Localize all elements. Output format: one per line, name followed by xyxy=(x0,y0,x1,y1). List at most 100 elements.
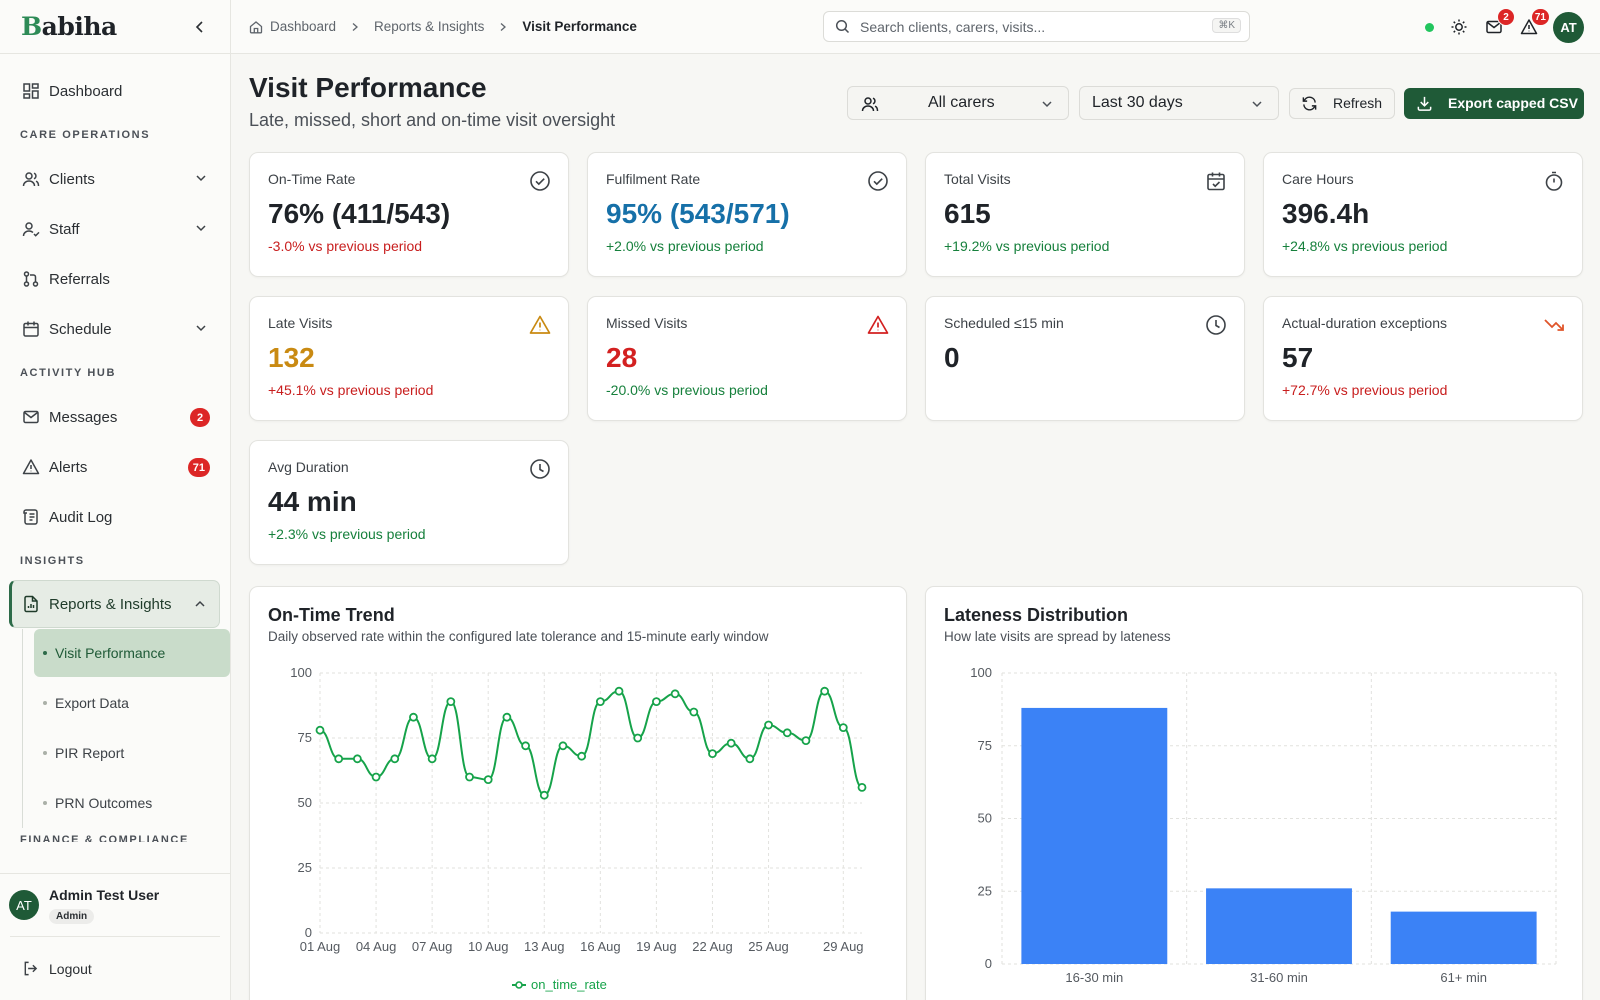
reports-submenu: Visit Performance Export Data PIR Report… xyxy=(22,629,230,828)
page-title: Visit Performance xyxy=(249,72,487,103)
bullet-dot xyxy=(43,801,47,805)
bar xyxy=(1390,911,1537,964)
sidebar-item-reports-insights[interactable]: Reports & Insights xyxy=(9,580,220,628)
chevron-left-icon xyxy=(195,20,203,33)
sidebar-item-alerts[interactable]: Alerts 71 xyxy=(0,442,230,492)
metric-label: On-Time Rate xyxy=(268,171,356,187)
sidebar-item-label: Staff xyxy=(49,220,80,238)
metric-value: 57 xyxy=(1282,342,1314,373)
data-point xyxy=(614,686,624,696)
user-avatar-button[interactable]: AT xyxy=(1553,11,1584,43)
section-finance-compliance: FINANCE & COMPLIANCE xyxy=(20,834,189,842)
inbox-button[interactable]: 2 xyxy=(1483,8,1515,38)
avatar: AT xyxy=(9,890,39,920)
bullet-dot xyxy=(43,701,47,705)
refresh-icon xyxy=(1302,95,1317,111)
sidebar-item-schedule[interactable]: Schedule xyxy=(0,304,230,354)
subnav-label: Export Data xyxy=(55,695,129,711)
metric-value: 615 xyxy=(944,198,991,229)
alerts-button[interactable]: 71 xyxy=(1518,8,1550,38)
mail-icon xyxy=(22,408,40,426)
topbar-actions: 2 71 AT xyxy=(1425,0,1584,54)
logo[interactable]: Babiha xyxy=(21,12,117,41)
subnav-export-data[interactable]: Export Data xyxy=(34,678,230,728)
data-point xyxy=(352,754,362,764)
section-insights: INSIGHTS xyxy=(20,555,85,567)
period-filter-select[interactable]: Last 30 days xyxy=(1079,86,1279,120)
carer-filter-select[interactable]: All carers xyxy=(847,86,1069,120)
subnav-visit-performance[interactable]: Visit Performance xyxy=(34,629,230,677)
metric-delta: -20.0% vs previous period xyxy=(606,382,768,398)
bullet-dot xyxy=(43,651,47,655)
breadcrumb-reports[interactable]: Reports & Insights xyxy=(374,19,485,34)
dashboard-icon xyxy=(22,82,40,100)
x-tick-label: 16 Aug xyxy=(580,939,621,954)
sidebar-item-label: Alerts xyxy=(49,458,88,476)
subnav-prn-outcomes[interactable]: PRN Outcomes xyxy=(34,778,230,828)
refresh-button[interactable]: Refresh xyxy=(1289,87,1395,119)
clock-icon xyxy=(529,458,551,480)
sidebar-item-staff[interactable]: Staff xyxy=(0,204,230,254)
series-line-on-time-rate xyxy=(319,690,863,797)
data-point xyxy=(670,689,680,699)
user-profile[interactable]: AT Admin Test User Admin xyxy=(0,874,230,936)
user-area: AT Admin Test User Admin Logout xyxy=(0,873,230,1000)
chevron-down-icon xyxy=(196,325,206,332)
calendar-icon xyxy=(22,320,40,338)
sun-icon xyxy=(1451,19,1467,35)
x-tick-label: 10 Aug xyxy=(468,939,509,954)
file-chart-icon xyxy=(22,595,40,613)
lateness-distribution-chart: 0 25 50 75 100 16-30 min 31-60 min 61+ min xyxy=(970,665,1557,985)
sidebar-item-audit-log[interactable]: Audit Log xyxy=(0,492,230,542)
breadcrumb-current: Visit Performance xyxy=(522,19,637,34)
trending-down-icon xyxy=(1543,314,1565,336)
theme-toggle-button[interactable] xyxy=(1448,16,1470,38)
logout-button[interactable]: Logout xyxy=(10,936,220,1000)
metric-card-on-time-rate: On-Time Rate 76% (411/543) -3.0% vs prev… xyxy=(249,152,569,277)
chevron-down-icon xyxy=(1250,97,1264,111)
export-csv-button[interactable]: Export capped CSV xyxy=(1404,87,1584,119)
page-subtitle: Late, missed, short and on-time visit ov… xyxy=(249,110,616,130)
data-point xyxy=(390,754,400,764)
x-tick-label: 61+ min xyxy=(1440,970,1487,985)
breadcrumb: Dashboard Reports & Insights Visit Perfo… xyxy=(231,19,637,34)
x-tick-label: 19 Aug xyxy=(636,939,677,954)
metric-card-duration-exceptions: Actual-duration exceptions 57 +72.7% vs … xyxy=(1263,296,1583,421)
metric-value: 95% (543/571) xyxy=(606,198,790,229)
users-icon xyxy=(861,95,879,113)
data-point xyxy=(409,712,418,722)
y-tick-label: 100 xyxy=(970,665,992,680)
sidebar-item-clients[interactable]: Clients xyxy=(0,154,230,204)
legend-label: on_time_rate xyxy=(531,977,607,992)
data-point xyxy=(446,697,456,706)
data-point xyxy=(539,790,549,800)
collapse-sidebar-button[interactable] xyxy=(190,17,210,37)
chart-legend: on_time_rate xyxy=(512,977,607,992)
metric-card-care-hours: Care Hours 396.4h +24.8% vs previous per… xyxy=(1263,152,1583,277)
data-point xyxy=(745,754,755,764)
search-input[interactable]: Search clients, carers, visits... ⌘K xyxy=(823,11,1250,42)
check-circle-icon xyxy=(529,170,551,192)
sidebar-item-messages[interactable]: Messages 2 xyxy=(0,392,230,442)
sidebar-item-referrals[interactable]: Referrals xyxy=(0,254,230,304)
logo-text: abiha xyxy=(41,12,118,41)
mail-icon xyxy=(1486,20,1502,34)
section-activity-hub: ACTIVITY HUB xyxy=(20,367,117,379)
role-badge: Admin xyxy=(49,908,95,924)
lateness-distribution-panel: Lateness Distribution How late visits ar… xyxy=(925,586,1583,1000)
chevron-down-icon xyxy=(196,175,206,182)
data-point xyxy=(764,720,773,730)
sidebar-item-dashboard[interactable]: Dashboard xyxy=(0,66,230,116)
data-point xyxy=(577,751,587,761)
metric-delta: +19.2% vs previous period xyxy=(944,238,1110,254)
subnav-pir-report[interactable]: PIR Report xyxy=(34,728,230,778)
data-point xyxy=(801,736,811,746)
legend-marker xyxy=(515,981,523,989)
metric-card-missed-visits: Missed Visits 28 -20.0% vs previous peri… xyxy=(587,296,907,421)
metric-delta: +2.0% vs previous period xyxy=(606,238,764,254)
breadcrumb-dashboard[interactable]: Dashboard xyxy=(249,19,336,34)
y-tick-label: 25 xyxy=(978,883,992,898)
export-label: Export capped CSV xyxy=(1448,95,1578,111)
x-tick-label: 25 Aug xyxy=(748,939,789,954)
data-point xyxy=(689,707,699,717)
